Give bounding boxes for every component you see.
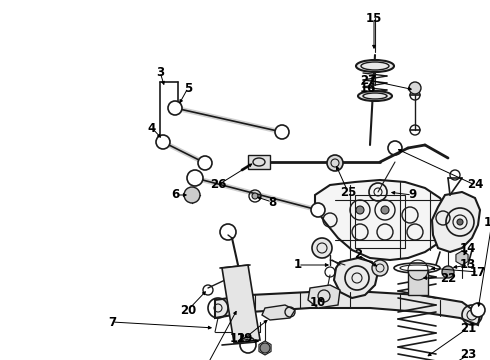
- Text: 23: 23: [460, 348, 476, 360]
- Ellipse shape: [356, 60, 394, 72]
- Text: 13: 13: [460, 258, 476, 271]
- Circle shape: [356, 206, 364, 214]
- Circle shape: [252, 193, 258, 199]
- Circle shape: [187, 170, 203, 186]
- Text: 16: 16: [360, 81, 376, 94]
- Circle shape: [312, 238, 332, 258]
- Text: 14: 14: [460, 242, 476, 255]
- Circle shape: [184, 187, 200, 203]
- Circle shape: [198, 156, 212, 170]
- Text: 24: 24: [467, 179, 483, 192]
- Polygon shape: [259, 341, 271, 355]
- Polygon shape: [315, 180, 448, 260]
- Text: 1: 1: [294, 258, 302, 271]
- Text: 20: 20: [180, 303, 196, 316]
- Circle shape: [311, 203, 325, 217]
- Polygon shape: [262, 305, 295, 320]
- Circle shape: [471, 303, 485, 317]
- Circle shape: [275, 125, 289, 139]
- Text: 5: 5: [184, 81, 192, 94]
- Text: 11: 11: [484, 216, 490, 229]
- Polygon shape: [334, 258, 378, 298]
- Polygon shape: [456, 251, 468, 265]
- Ellipse shape: [358, 91, 392, 101]
- Circle shape: [409, 82, 421, 94]
- Text: 22: 22: [440, 271, 456, 284]
- Text: 27: 27: [360, 73, 376, 86]
- Text: 3: 3: [156, 66, 164, 78]
- Bar: [408, 270, 428, 295]
- Polygon shape: [215, 292, 480, 325]
- Text: 21: 21: [460, 321, 476, 334]
- Circle shape: [156, 135, 170, 149]
- Text: 2: 2: [354, 248, 362, 261]
- Text: 9: 9: [408, 189, 416, 202]
- Circle shape: [372, 260, 388, 276]
- Bar: [248, 155, 270, 169]
- Circle shape: [260, 343, 270, 353]
- Text: 19: 19: [237, 332, 253, 345]
- Text: 15: 15: [366, 12, 382, 24]
- Text: 6: 6: [171, 189, 179, 202]
- Ellipse shape: [394, 263, 440, 273]
- Text: 17: 17: [470, 266, 486, 279]
- Text: 26: 26: [210, 179, 226, 192]
- Polygon shape: [308, 285, 340, 308]
- Text: 12: 12: [230, 332, 246, 345]
- Polygon shape: [222, 265, 260, 343]
- Circle shape: [168, 101, 182, 115]
- Text: 4: 4: [148, 122, 156, 135]
- Polygon shape: [432, 192, 480, 252]
- Text: 8: 8: [268, 195, 276, 208]
- Circle shape: [381, 206, 389, 214]
- Text: 25: 25: [340, 185, 356, 198]
- Circle shape: [457, 219, 463, 225]
- Circle shape: [327, 155, 343, 171]
- Circle shape: [442, 266, 454, 278]
- Text: 7: 7: [108, 315, 116, 328]
- Text: 10: 10: [310, 297, 326, 310]
